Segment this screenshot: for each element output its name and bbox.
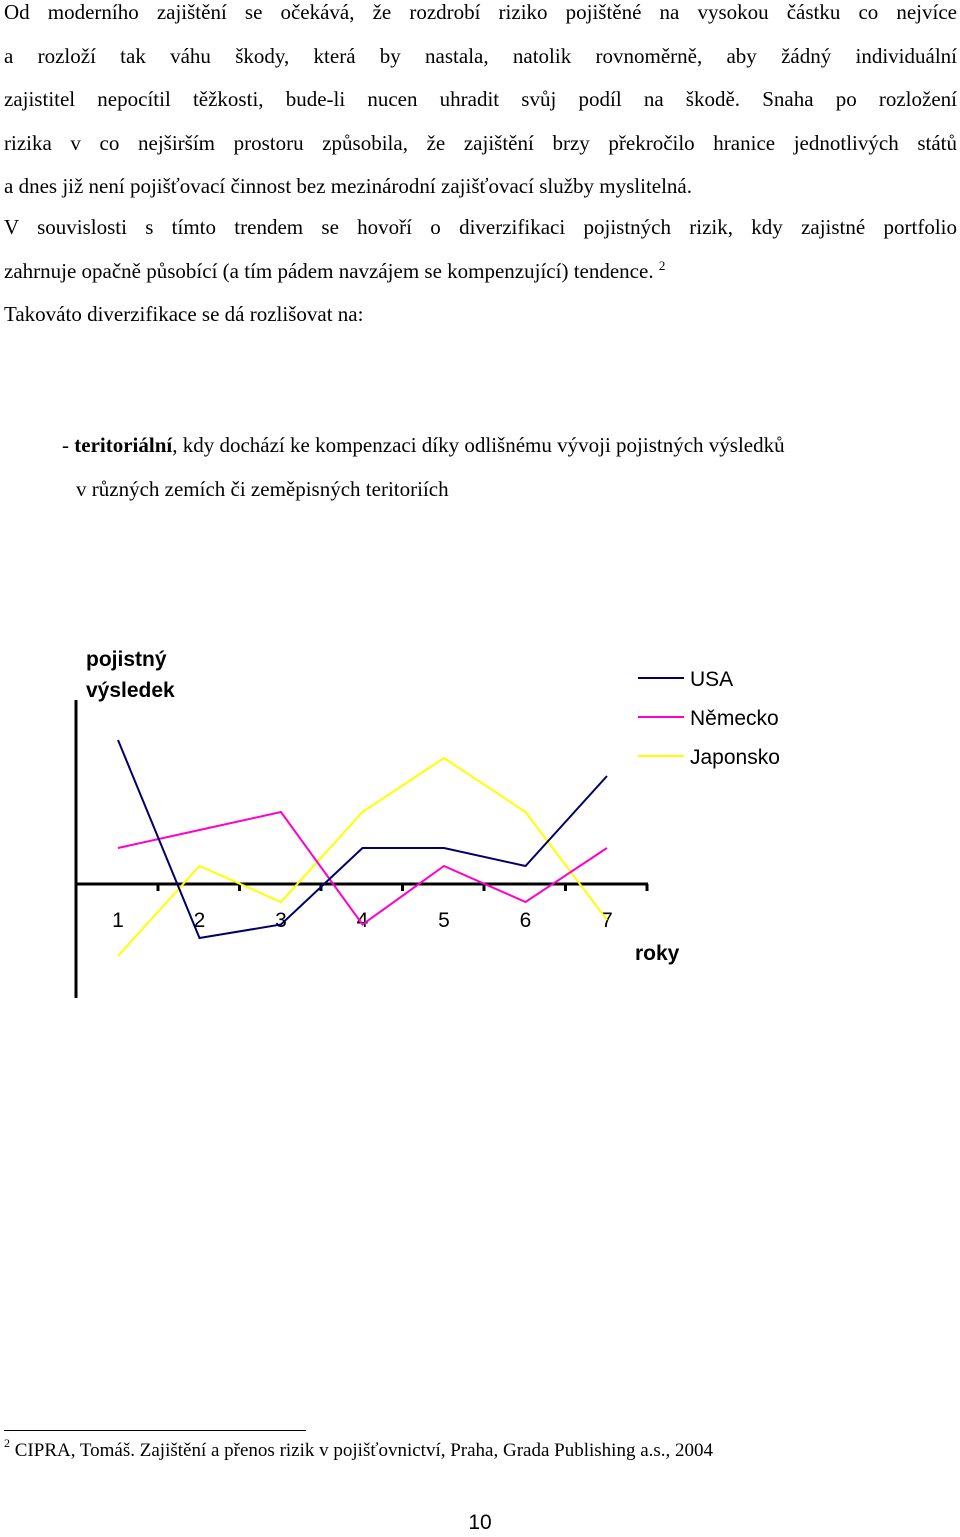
series-line-německo [117, 810, 608, 926]
footnote-number: 2 [4, 1436, 10, 1450]
paragraph-1: Od moderního zajištění se očekává, že ro… [4, 0, 957, 209]
x-tick-label: 6 [520, 909, 532, 932]
x-tick-label: 1 [112, 909, 124, 932]
paragraph-2: V souvislosti s tímto trendem se hovoří … [4, 206, 957, 293]
paragraph-line: Od moderního zajištění se očekává, že ro… [4, 0, 957, 24]
bullet-term: teritoriální [74, 433, 173, 457]
footnote: 2 CIPRA, Tomáš. Zajištění a přenos rizik… [4, 1436, 714, 1462]
legend-label: Japonsko [690, 746, 780, 769]
legend-label: Německo [690, 707, 779, 730]
bullet-item-territorial: - teritoriální, kdy dochází ke kompenzac… [62, 424, 942, 511]
paragraph-line: V souvislosti s tímto trendem se hovoří … [4, 215, 957, 239]
bullet-dash: - [62, 433, 75, 457]
page-number: 10 [468, 1511, 492, 1534]
paragraph-line: a rozloží tak váhu škody, která by nasta… [4, 43, 957, 68]
paragraph-3: Takováto diverzifikace se dá rozlišovat … [4, 293, 957, 337]
x-axis-label: roky [635, 942, 680, 965]
x-tick-label: 5 [438, 909, 450, 932]
paragraph-line: a dnes již není pojišťovací činnost bez … [4, 174, 693, 198]
bullet-text: , kdy dochází ke kompenzaci díky odlišné… [172, 433, 785, 457]
x-tick-label: 7 [601, 909, 613, 932]
x-tick-label: 4 [357, 909, 369, 932]
legend-label: USA [690, 668, 733, 691]
x-tick-label: 2 [194, 909, 206, 932]
line-chart: 1 2 3 4 5 6 7 pojistný výsledek roky USA Německo Jap… [74, 648, 780, 998]
paragraph-line: zajistitel nepocítil těžkosti, bude-li n… [4, 87, 957, 111]
bullet-continuation: v různých zemích či zeměpisných teritori… [76, 476, 449, 501]
paragraph-line: Takováto diverzifikace se dá rozlišovat … [4, 302, 364, 326]
paragraph-line: zahrnuje opačně působící (a tím pádem na… [4, 250, 957, 294]
x-tick-label: 3 [275, 909, 287, 932]
footnote-text: CIPRA, Tomáš. Zajištění a přenos rizik v… [10, 1440, 714, 1461]
series-line-usa [117, 739, 608, 940]
paragraph-line: rizika v co nejširším prostoru způsobila… [4, 130, 957, 155]
series-line-japonsko [117, 756, 608, 957]
y-axis-label: výsledek [86, 679, 175, 702]
paragraph-line-text: zahrnuje opačně působící (a tím pádem na… [4, 258, 654, 283]
y-axis-label: pojistný [86, 648, 167, 671]
footnote-reference[interactable]: 2 [658, 257, 666, 273]
footnote-separator [4, 1430, 306, 1431]
